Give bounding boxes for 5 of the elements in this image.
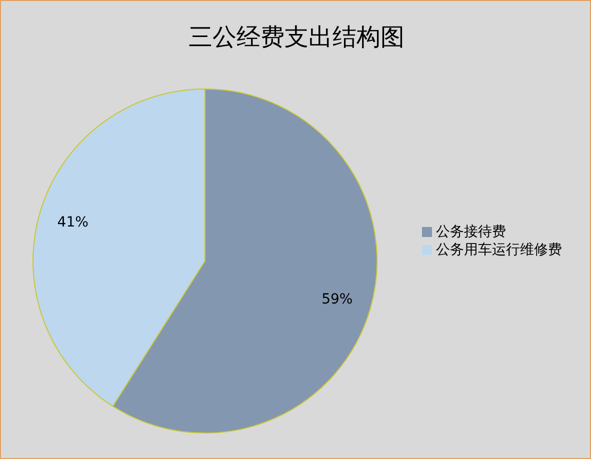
data-label: 41%: [57, 214, 88, 231]
chart-title: 三公经费支出结构图: [188, 22, 406, 53]
data-label: 59%: [322, 291, 353, 308]
legend-label: 公务接待费: [436, 224, 506, 240]
legend-label: 公务用车运行维修费: [436, 242, 562, 258]
